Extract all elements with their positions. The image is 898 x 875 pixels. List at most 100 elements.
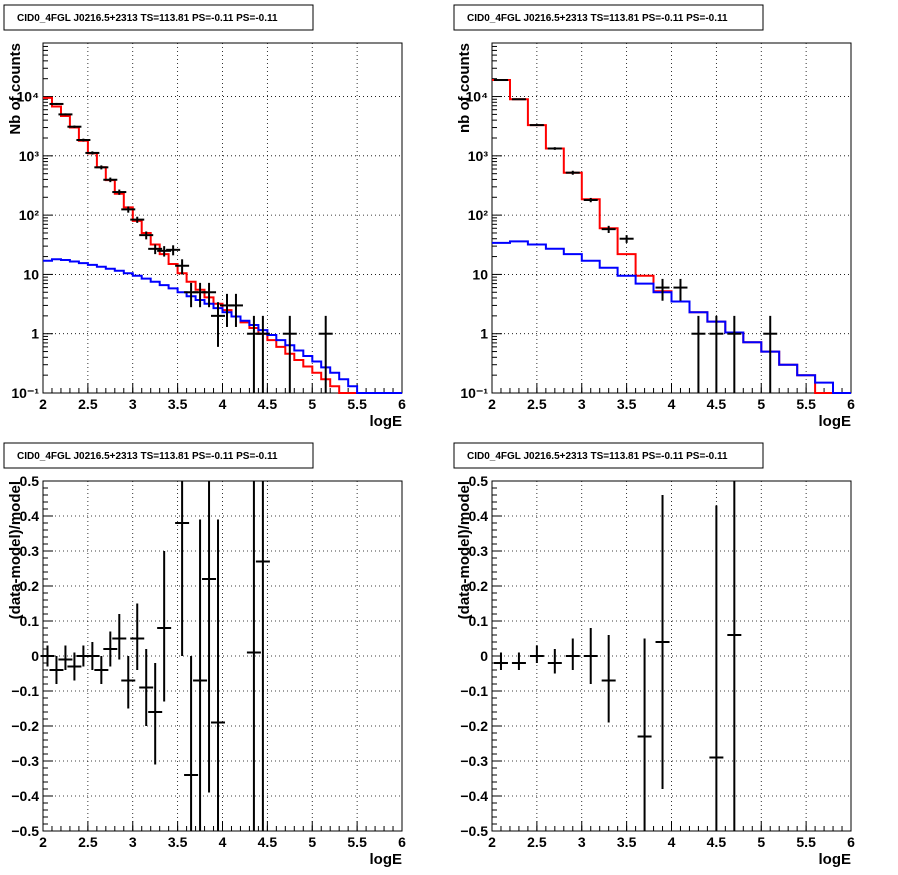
title-box xyxy=(3,442,314,469)
data-points-series-0 xyxy=(493,481,742,831)
title-box xyxy=(453,442,764,469)
y-axis-label: (data-model)/model xyxy=(7,481,24,619)
x-axis-label: logE xyxy=(370,413,403,430)
title-box xyxy=(3,4,314,31)
panel-bottom-right: CID0_4FGL J0216.5+2313 TS=113.81 PS=-0.1… xyxy=(453,442,855,868)
x-tick-label: 2 xyxy=(488,396,496,412)
y-tick-label: −0.4 xyxy=(460,788,488,804)
y-tick-label: 0.3 xyxy=(469,543,489,559)
x-tick-label: 4 xyxy=(219,834,227,850)
step-line-series-1 xyxy=(492,240,851,394)
panel-bottom-left: CID0_4FGL J0216.5+2313 TS=113.81 PS=-0.1… xyxy=(3,442,406,868)
plot-frame xyxy=(42,480,403,832)
y-tick-label: 10⁻¹ xyxy=(11,385,39,401)
y-tick-label: −0.3 xyxy=(460,753,488,769)
data-points-series-2 xyxy=(49,102,333,393)
x-tick-label: 6 xyxy=(398,834,406,850)
y-tick-label: −0.5 xyxy=(11,823,39,839)
x-tick-label: 2.5 xyxy=(78,834,98,850)
panel-top-right: CID0_4FGL J0216.5+2313 TS=113.81 PS=-0.1… xyxy=(453,4,855,430)
y-tick-label: 0.4 xyxy=(20,508,40,524)
y-tick-label: 0.1 xyxy=(20,613,40,629)
y-tick-label: 0.3 xyxy=(20,543,40,559)
x-tick-label: 3.5 xyxy=(617,396,637,412)
y-tick-label: 1 xyxy=(480,326,488,342)
chart-title: CID0_4FGL J0216.5+2313 TS=113.81 PS=-0.1… xyxy=(17,13,278,24)
x-tick-label: 2 xyxy=(39,396,47,412)
x-tick-label: 5.5 xyxy=(347,834,367,850)
x-tick-label: 5.5 xyxy=(347,396,367,412)
x-tick-label: 4.5 xyxy=(707,396,727,412)
x-tick-label: 3.5 xyxy=(168,834,188,850)
y-axis-label: (data-model)/model xyxy=(456,481,473,619)
y-tick-label: 1 xyxy=(31,326,39,342)
y-tick-label: −0.3 xyxy=(11,753,39,769)
chart-title: CID0_4FGL J0216.5+2313 TS=113.81 PS=-0.1… xyxy=(467,451,728,462)
x-tick-label: 4 xyxy=(668,834,676,850)
x-tick-label: 6 xyxy=(847,834,855,850)
x-tick-label: 3 xyxy=(578,396,586,412)
title-box xyxy=(453,4,764,31)
x-tick-label: 5.5 xyxy=(796,834,816,850)
chart-title: CID0_4FGL J0216.5+2313 TS=113.81 PS=-0.1… xyxy=(467,13,728,24)
plot-frame xyxy=(42,42,403,394)
x-tick-label: 5 xyxy=(308,834,316,850)
y-axis-label: Nb of counts xyxy=(7,43,24,135)
x-axis-label: logE xyxy=(819,851,852,868)
x-tick-label: 6 xyxy=(398,396,406,412)
data-points-series-0 xyxy=(40,481,270,831)
x-tick-label: 5 xyxy=(757,396,765,412)
x-tick-label: 4.5 xyxy=(258,396,278,412)
y-tick-label: 0.5 xyxy=(20,473,40,489)
x-tick-label: 3 xyxy=(129,396,137,412)
x-tick-label: 2.5 xyxy=(527,834,547,850)
plot-frame xyxy=(491,480,852,832)
plot-frame xyxy=(491,42,852,394)
y-tick-label: 10² xyxy=(468,207,489,223)
x-tick-label: 3 xyxy=(129,834,137,850)
x-tick-label: 3.5 xyxy=(168,396,188,412)
y-tick-label: −0.1 xyxy=(11,683,39,699)
chart-title: CID0_4FGL J0216.5+2313 TS=113.81 PS=-0.1… xyxy=(17,451,278,462)
x-tick-label: 2.5 xyxy=(527,396,547,412)
y-tick-label: 10² xyxy=(19,207,40,223)
x-tick-label: 2.5 xyxy=(78,396,98,412)
x-tick-label: 4 xyxy=(668,396,676,412)
x-tick-label: 4 xyxy=(219,396,227,412)
y-tick-label: 10 xyxy=(23,266,39,282)
x-axis-label: logE xyxy=(819,413,852,430)
y-tick-label: 0 xyxy=(31,648,39,664)
y-tick-label: −0.4 xyxy=(11,788,39,804)
x-tick-label: 5 xyxy=(308,396,316,412)
x-tick-label: 3 xyxy=(578,834,586,850)
y-tick-label: 10³ xyxy=(19,148,40,164)
y-tick-label: 0.1 xyxy=(469,613,489,629)
x-tick-label: 6 xyxy=(847,396,855,412)
y-tick-label: 0.5 xyxy=(469,473,489,489)
x-tick-label: 2 xyxy=(39,834,47,850)
x-axis-label: logE xyxy=(370,851,403,868)
y-axis-label: nb of counts xyxy=(456,43,473,133)
y-tick-label: −0.2 xyxy=(460,718,488,734)
y-tick-label: −0.5 xyxy=(460,823,488,839)
y-tick-label: 10 xyxy=(472,266,488,282)
y-tick-label: 0.2 xyxy=(20,578,40,594)
x-tick-label: 5 xyxy=(757,834,765,850)
y-tick-label: −0.2 xyxy=(11,718,39,734)
x-tick-label: 5.5 xyxy=(796,396,816,412)
y-tick-label: 0.2 xyxy=(469,578,489,594)
y-tick-label: 10⁻¹ xyxy=(460,385,488,401)
data-points-series-2 xyxy=(493,79,778,393)
panel-top-left: CID0_4FGL J0216.5+2313 TS=113.81 PS=-0.1… xyxy=(3,4,406,430)
x-tick-label: 4.5 xyxy=(258,834,278,850)
y-tick-label: 10⁴ xyxy=(17,89,40,105)
x-tick-label: 3.5 xyxy=(617,834,637,850)
x-tick-label: 2 xyxy=(488,834,496,850)
y-tick-label: 10⁴ xyxy=(466,89,489,105)
y-tick-label: −0.1 xyxy=(460,683,488,699)
y-tick-label: 10³ xyxy=(468,148,489,164)
y-tick-label: 0 xyxy=(480,648,488,664)
y-tick-label: 0.4 xyxy=(469,508,489,524)
x-tick-label: 4.5 xyxy=(707,834,727,850)
